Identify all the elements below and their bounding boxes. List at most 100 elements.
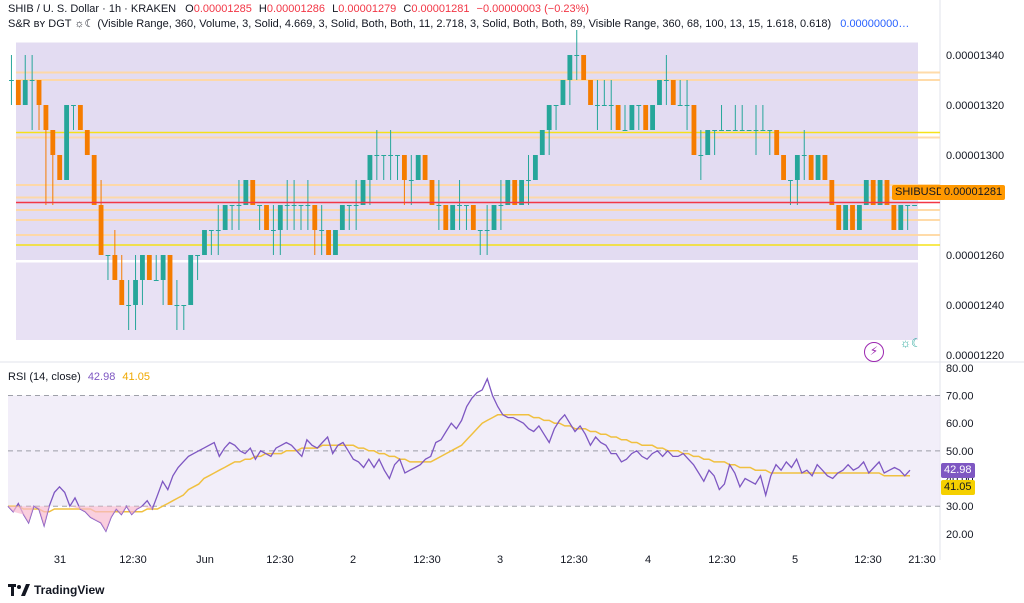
time-axis-tick-label: Jun bbox=[196, 554, 214, 566]
candle-body bbox=[615, 105, 621, 130]
ohlc-high-label: H bbox=[258, 3, 267, 15]
lower-range-box bbox=[16, 262, 918, 340]
candle-body bbox=[505, 180, 511, 205]
rsi-ma-line bbox=[8, 414, 910, 513]
candle-body bbox=[457, 205, 462, 206]
candle-body bbox=[712, 130, 718, 131]
chart-header-line: SHIB / U. S. Dollar · 1h · KRAKEN O0.000… bbox=[8, 2, 589, 16]
candle-body bbox=[153, 280, 159, 281]
candle-body bbox=[546, 105, 552, 130]
candle-body bbox=[22, 80, 28, 105]
candle-body bbox=[822, 155, 828, 180]
price-axis-tick-label: 0.00001340 bbox=[946, 50, 1004, 62]
candle-body bbox=[760, 130, 766, 131]
candle-body bbox=[388, 155, 394, 156]
indicator-name: S&R ʙʏ DGT ☼☾ (Visible Range, 360, Volum… bbox=[8, 18, 832, 30]
ohlc-open: 0.00001285 bbox=[193, 3, 252, 15]
candle-body bbox=[870, 180, 876, 205]
rsi-line bbox=[7, 376, 911, 533]
ohlc-low: 0.00001279 bbox=[338, 3, 397, 15]
tradingview-logo-icon bbox=[8, 584, 30, 596]
candle-body bbox=[333, 230, 338, 255]
candle-body bbox=[236, 205, 242, 206]
candle-body bbox=[15, 80, 21, 105]
candle-body bbox=[146, 255, 152, 280]
candle-body bbox=[188, 255, 194, 305]
candle-body bbox=[657, 80, 662, 105]
candle-body bbox=[532, 155, 538, 180]
candle-body bbox=[64, 105, 70, 180]
candle-body bbox=[271, 230, 276, 231]
candle-body bbox=[374, 155, 380, 156]
candle-body bbox=[794, 155, 800, 180]
candle-body bbox=[450, 205, 456, 230]
candle-body bbox=[608, 105, 614, 106]
candle-body bbox=[595, 105, 600, 106]
candle-body bbox=[512, 180, 518, 205]
candle-body bbox=[84, 130, 90, 155]
candle-body bbox=[519, 180, 525, 205]
candle-body bbox=[29, 80, 35, 81]
candle-body bbox=[567, 55, 573, 80]
ohlc-open-label: O bbox=[185, 3, 194, 15]
time-axis-tick-label: 12:30 bbox=[119, 554, 147, 566]
candle-body bbox=[643, 105, 649, 130]
price-change: −0.00000003 (−0.23%) bbox=[476, 3, 590, 15]
candle-body bbox=[112, 255, 118, 280]
candle-body bbox=[746, 130, 752, 131]
candle-body bbox=[195, 255, 200, 256]
indicator-value: 0.00000000… bbox=[840, 18, 910, 30]
candle-body bbox=[91, 155, 97, 205]
candle-body bbox=[429, 180, 435, 205]
sun-moon-icon[interactable]: ☼☾ bbox=[900, 336, 922, 350]
candle-body bbox=[801, 155, 807, 156]
candle-body bbox=[739, 130, 745, 131]
candle-body bbox=[277, 205, 283, 230]
candle-body bbox=[160, 255, 166, 280]
candle-body bbox=[98, 205, 104, 255]
time-axis-tick-label: 31 bbox=[54, 554, 66, 566]
candle-body bbox=[829, 180, 835, 205]
indicator-legend[interactable]: S&R ʙʏ DGT ☼☾ (Visible Range, 360, Volum… bbox=[8, 17, 909, 31]
candle-body bbox=[898, 205, 904, 230]
candle-body bbox=[395, 155, 400, 156]
rsi-axis-tick-label: 80.00 bbox=[946, 363, 974, 375]
candle-body bbox=[856, 205, 862, 230]
candle-body bbox=[57, 155, 63, 180]
candle-body bbox=[208, 230, 214, 231]
candle-body bbox=[629, 105, 635, 130]
candle-body bbox=[684, 105, 690, 106]
candle-body bbox=[850, 205, 855, 230]
candle-body bbox=[284, 205, 290, 206]
candle-body bbox=[408, 180, 414, 181]
candle-body bbox=[229, 205, 235, 206]
candle-body bbox=[50, 130, 56, 155]
flash-icon[interactable]: ⚡ bbox=[864, 342, 884, 362]
ohlc-close: 0.00001281 bbox=[411, 3, 470, 15]
candle-body bbox=[484, 230, 490, 231]
footer-brand[interactable]: TradingView bbox=[8, 583, 104, 597]
rsi-axis-tick-label: 70.00 bbox=[946, 390, 974, 402]
candle-body bbox=[732, 130, 738, 131]
time-axis-tick-label: 12:30 bbox=[413, 554, 441, 566]
candle-body bbox=[346, 205, 352, 206]
candle-body bbox=[353, 205, 359, 206]
candle-body bbox=[601, 105, 607, 106]
candle-body bbox=[298, 205, 304, 206]
candle-body bbox=[367, 155, 373, 180]
candle-body bbox=[560, 80, 566, 105]
ohlc-high: 0.00001286 bbox=[266, 3, 325, 15]
candle-body bbox=[477, 230, 483, 231]
candle-body bbox=[443, 205, 449, 230]
candle-body bbox=[539, 130, 545, 155]
candle-body bbox=[339, 205, 345, 230]
candle-body bbox=[71, 105, 76, 106]
time-axis-tick-label: 21:30 bbox=[908, 554, 936, 566]
candle-body bbox=[140, 255, 145, 280]
candle-body bbox=[884, 180, 890, 205]
rsi-legend[interactable]: RSI (14, close) 42.98 41.05 bbox=[8, 370, 150, 384]
symbol-title[interactable]: SHIB / U. S. Dollar · 1h · KRAKEN bbox=[8, 3, 177, 15]
time-axis-tick-label: 2 bbox=[350, 554, 356, 566]
price-axis-tick-label: 0.00001240 bbox=[946, 300, 1004, 312]
